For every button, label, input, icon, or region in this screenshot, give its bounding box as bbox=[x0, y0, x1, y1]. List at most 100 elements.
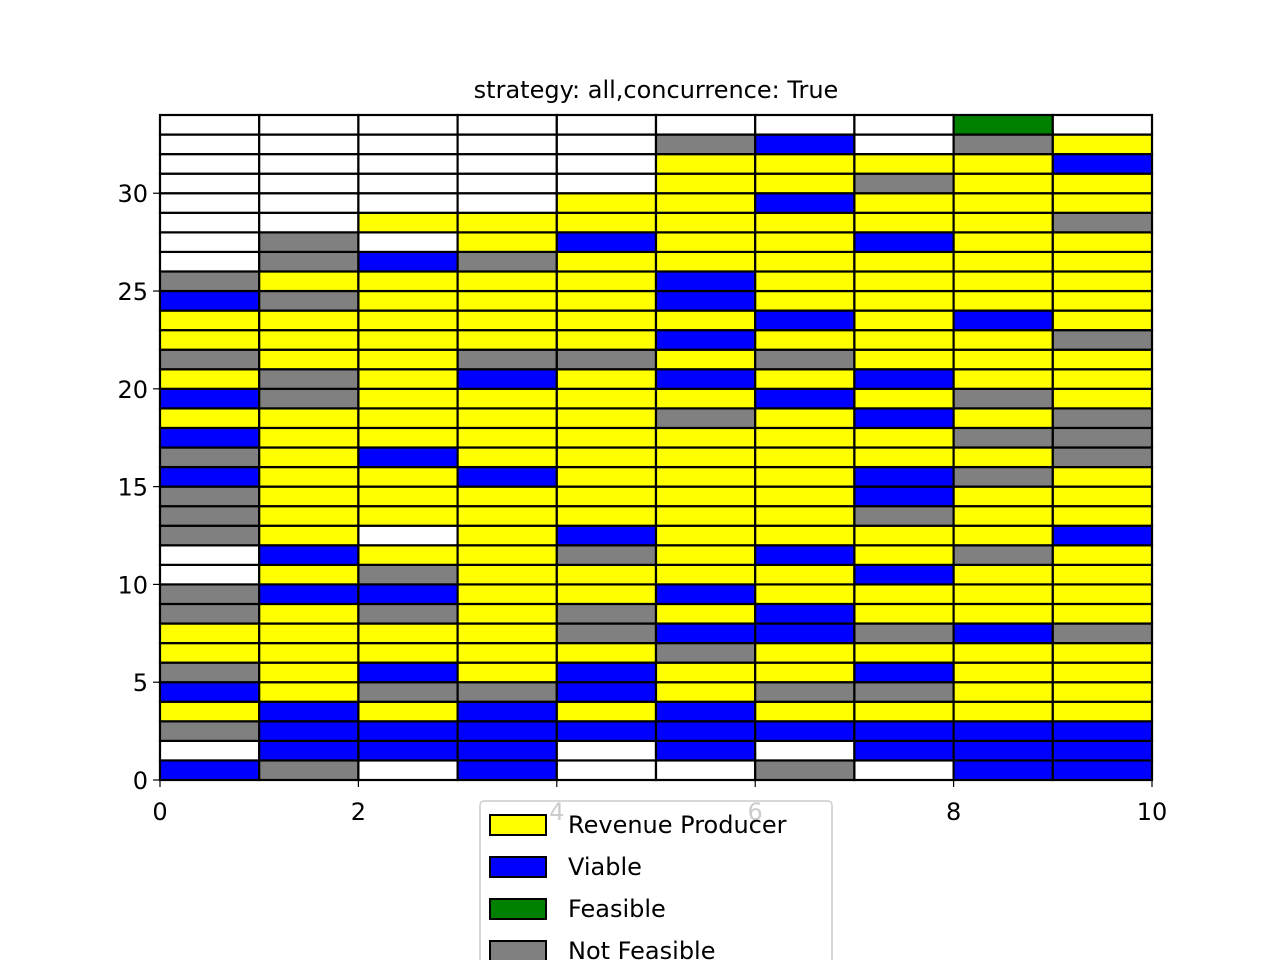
heatmap-cell bbox=[654, 192, 757, 214]
heatmap-cell bbox=[357, 544, 459, 566]
heatmap-cell bbox=[555, 700, 658, 723]
heatmap-cell bbox=[853, 524, 955, 547]
heatmap-cell bbox=[754, 211, 856, 234]
heatmap-cell bbox=[158, 211, 261, 234]
heatmap-cell bbox=[952, 172, 1054, 195]
heatmap-cell bbox=[555, 426, 658, 449]
heatmap-cell bbox=[654, 387, 757, 410]
heatmap-cell bbox=[158, 231, 261, 254]
heatmap-cell bbox=[754, 602, 856, 625]
heatmap-cell bbox=[555, 348, 658, 371]
heatmap-cell bbox=[853, 211, 955, 234]
heatmap-cell bbox=[754, 641, 856, 664]
heatmap-cell bbox=[1051, 700, 1154, 723]
y-tick-label: 30 bbox=[117, 180, 148, 208]
heatmap-cell bbox=[654, 759, 757, 782]
heatmap-cell bbox=[654, 681, 757, 703]
heatmap-cell bbox=[1051, 289, 1154, 312]
heatmap-cell bbox=[555, 133, 658, 156]
heatmap-cell bbox=[754, 368, 856, 390]
heatmap-cell bbox=[952, 426, 1054, 449]
heatmap-cell bbox=[1051, 583, 1154, 606]
heatmap-cell bbox=[456, 211, 558, 234]
heatmap-cell bbox=[456, 368, 558, 390]
heatmap-cell bbox=[952, 348, 1054, 371]
heatmap-cell bbox=[853, 172, 955, 195]
heatmap-cell bbox=[754, 681, 856, 703]
heatmap-cell bbox=[952, 250, 1054, 273]
heatmap-cell bbox=[1051, 759, 1154, 782]
heatmap-cell bbox=[357, 348, 459, 371]
heatmap-cell bbox=[258, 368, 360, 390]
heatmap-cell bbox=[357, 720, 459, 742]
heatmap-cell bbox=[654, 544, 757, 566]
heatmap-cell bbox=[456, 426, 558, 449]
heatmap-cell bbox=[258, 505, 360, 527]
heatmap-cell bbox=[853, 720, 955, 742]
heatmap-cell bbox=[754, 739, 856, 762]
heatmap-cell bbox=[1051, 250, 1154, 273]
heatmap-cell bbox=[456, 641, 558, 664]
heatmap-cell bbox=[357, 309, 459, 332]
heatmap-cell bbox=[456, 270, 558, 293]
legend-swatch bbox=[489, 898, 547, 920]
heatmap-cell bbox=[555, 681, 658, 703]
heatmap-cell bbox=[1051, 192, 1154, 214]
heatmap-cell bbox=[555, 563, 658, 586]
heatmap-cell bbox=[1051, 348, 1154, 371]
heatmap-cell bbox=[1051, 387, 1154, 410]
heatmap-cell bbox=[1051, 133, 1154, 156]
heatmap-cell bbox=[258, 329, 360, 351]
heatmap-cell bbox=[456, 289, 558, 312]
heatmap-cell bbox=[357, 329, 459, 351]
heatmap-cell bbox=[754, 661, 856, 684]
heatmap-cell bbox=[456, 622, 558, 645]
legend: Revenue Producer Viable Feasible Not Feasib… bbox=[479, 800, 833, 960]
heatmap-cell bbox=[456, 681, 558, 703]
y-tick-label: 0 bbox=[133, 767, 148, 795]
heatmap-cell bbox=[158, 368, 261, 390]
heatmap-cell bbox=[357, 133, 459, 156]
heatmap-cell bbox=[258, 231, 360, 254]
heatmap-cell bbox=[158, 661, 261, 684]
heatmap-cell bbox=[357, 113, 459, 136]
heatmap-cell bbox=[357, 211, 459, 234]
heatmap-cell bbox=[158, 465, 261, 488]
heatmap-cell bbox=[952, 329, 1054, 351]
heatmap-cell bbox=[456, 348, 558, 371]
heatmap-cell bbox=[1051, 270, 1154, 293]
heatmap-cell bbox=[754, 309, 856, 332]
heatmap-cell bbox=[357, 661, 459, 684]
y-tick-label: 20 bbox=[117, 376, 148, 404]
heatmap-cell bbox=[158, 544, 261, 566]
heatmap-cell bbox=[754, 172, 856, 195]
heatmap-cell bbox=[456, 720, 558, 742]
heatmap-cell bbox=[1051, 211, 1154, 234]
heatmap-cell bbox=[158, 153, 261, 175]
heatmap-cell bbox=[555, 231, 658, 254]
heatmap-cell bbox=[456, 739, 558, 762]
heatmap-cell bbox=[258, 426, 360, 449]
heatmap-cell bbox=[1051, 563, 1154, 586]
heatmap-cell bbox=[853, 485, 955, 508]
heatmap-cell bbox=[357, 524, 459, 547]
heatmap-cell bbox=[555, 113, 658, 136]
heatmap-cell bbox=[654, 309, 757, 332]
heatmap-cell bbox=[357, 153, 459, 175]
heatmap-cell bbox=[1051, 426, 1154, 449]
heatmap-cell bbox=[1051, 739, 1154, 762]
heatmap-cell bbox=[754, 231, 856, 254]
heatmap-cell bbox=[853, 583, 955, 606]
heatmap-cell bbox=[654, 465, 757, 488]
heatmap-cell bbox=[158, 348, 261, 371]
heatmap-cell bbox=[1051, 485, 1154, 508]
heatmap-cell bbox=[952, 231, 1054, 254]
heatmap-cell bbox=[754, 250, 856, 273]
heatmap-cell bbox=[952, 485, 1054, 508]
heatmap-cell bbox=[853, 602, 955, 625]
heatmap-cell bbox=[555, 329, 658, 351]
heatmap-cell bbox=[258, 446, 360, 469]
heatmap-cell bbox=[952, 544, 1054, 566]
heatmap-cell bbox=[853, 446, 955, 469]
